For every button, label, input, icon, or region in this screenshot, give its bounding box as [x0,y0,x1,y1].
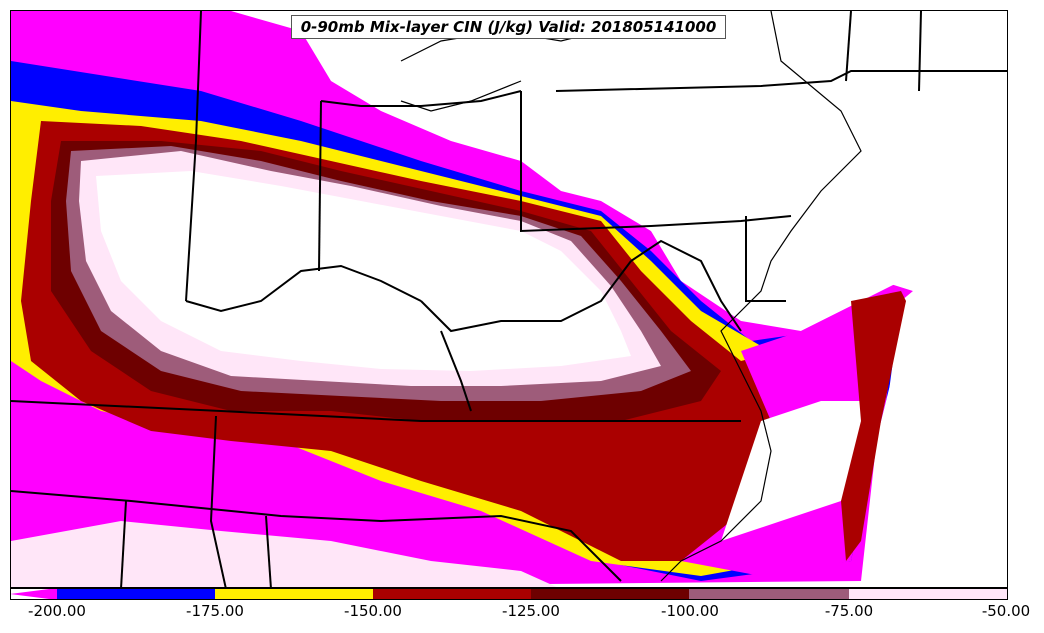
colorbar-bin-3 [373,588,531,600]
colorbar-tick-label: -175.00 [186,602,244,620]
colorbar-bin-4 [531,588,689,600]
lake-shore-2 [400,80,522,112]
field-se-red [841,291,906,561]
colorbar-tick-label: -100.00 [661,602,719,620]
colorbar-tick-label: -200.00 [28,602,86,620]
colorbar-tick-label: -75.00 [824,602,874,620]
colorbar-bin-6 [849,588,1007,600]
colorbar-tick-label: -50.00 [981,602,1031,620]
field-se-white [721,401,871,541]
coastline [660,11,862,582]
colorbar-tick-label: -125.00 [502,602,560,620]
colorbar [10,588,1008,600]
field-south-pale [11,521,557,587]
colorbar-bin-5 [689,588,849,600]
colorbar-below-min-triangle [10,588,57,600]
colorbar-tick-label: -150.00 [344,602,402,620]
map-title-text: 0-90mb Mix-layer CIN (J/kg) Valid: 20180… [300,18,717,36]
cin-map [10,10,1008,588]
state-boundaries [11,11,1007,587]
field-east-unshaded [521,11,1007,587]
colorbar-outline [10,588,1008,600]
colorbar-bin-1 [57,588,215,600]
colorbar-bin-2 [215,588,373,600]
map-title: 0-90mb Mix-layer CIN (J/kg) Valid: 20180… [291,15,726,39]
